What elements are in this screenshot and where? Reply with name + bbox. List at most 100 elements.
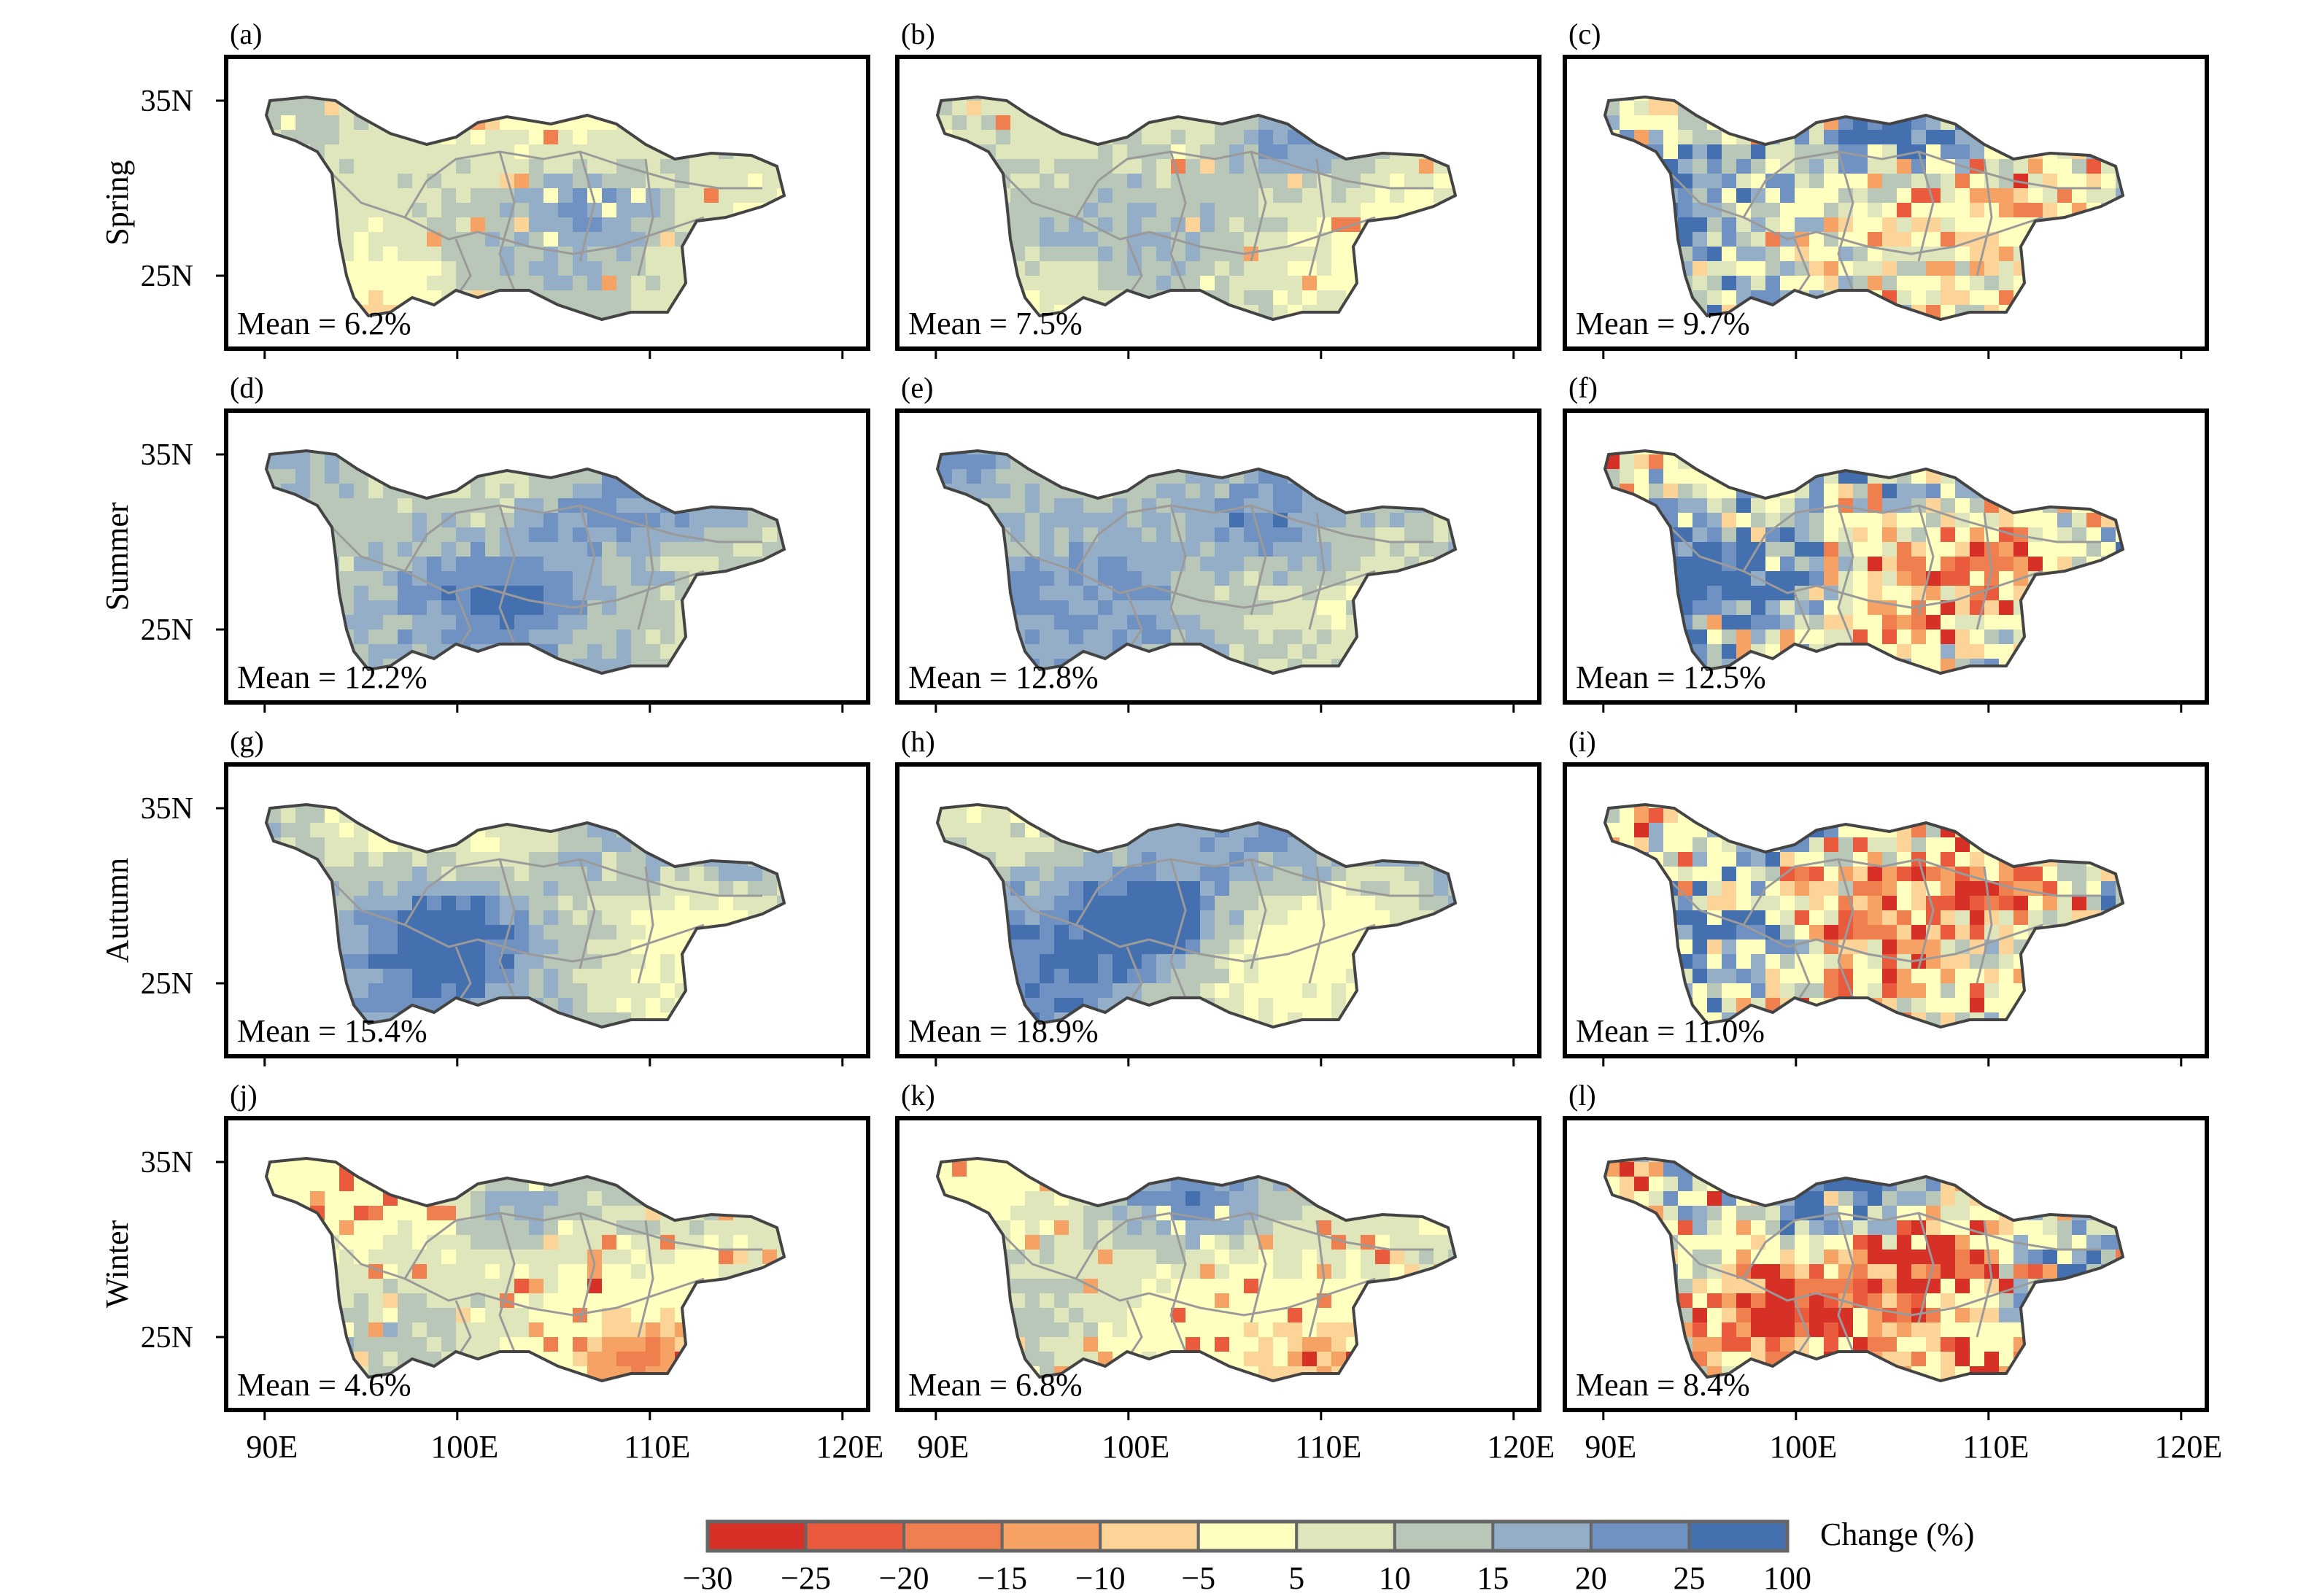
grid-cell	[354, 557, 369, 572]
grid-cell	[1127, 203, 1142, 218]
grid-cell	[689, 910, 705, 926]
grid-cell	[573, 557, 588, 572]
grid-cell	[587, 159, 603, 174]
grid-cell	[1331, 600, 1347, 616]
grid-cell	[1258, 513, 1274, 528]
grid-cell	[456, 217, 471, 233]
grid-cell	[325, 498, 340, 514]
grid-cell	[1054, 513, 1069, 528]
grid-cell	[441, 925, 457, 940]
grid-cell	[1156, 513, 1172, 528]
grid-cell	[587, 484, 603, 499]
grid-cell	[646, 615, 661, 630]
ticks	[216, 453, 844, 713]
grid-cell	[1244, 557, 1259, 572]
grid-cell	[1215, 513, 1230, 528]
panel-label: (d)	[230, 371, 264, 404]
grid-cell	[295, 101, 311, 116]
grid-cell	[558, 174, 573, 189]
grid-cell	[1200, 600, 1215, 616]
grid-cell	[1273, 630, 1288, 645]
panel-label: (e)	[901, 371, 933, 404]
grid-cell	[1838, 115, 1854, 131]
grid-cell	[485, 542, 500, 557]
grid-cell	[1010, 469, 1026, 484]
grid-cell	[368, 261, 384, 276]
grid-cell	[398, 159, 413, 174]
grid-cell	[1692, 571, 1708, 586]
grid-cell	[1999, 247, 2014, 262]
grid-cell	[1244, 600, 1259, 616]
grid-cell	[748, 881, 763, 896]
grid-cell	[1722, 232, 1737, 247]
grid-cell	[485, 276, 500, 291]
grid-cell	[2057, 542, 2073, 557]
grid-cell	[1083, 586, 1099, 601]
grid-cell	[1113, 188, 1128, 204]
grid-cell	[1897, 217, 1912, 233]
grid-cell	[1707, 188, 1722, 204]
grid-cell	[412, 852, 428, 867]
panels: (a)Mean = 6.2%(b)Mean = 7.5%(c)Mean = 9.…	[216, 18, 2209, 1420]
grid-cell	[514, 867, 530, 882]
grid-cell	[1838, 130, 1854, 145]
grid-cell	[1215, 542, 1230, 557]
grid-cell	[1098, 498, 1113, 514]
grid-cell	[339, 203, 355, 218]
grid-cell	[1127, 159, 1142, 174]
grid-cell	[339, 823, 355, 838]
grid-cell	[543, 174, 559, 189]
grid-cell	[2043, 527, 2058, 543]
grid-cell	[1649, 454, 1664, 470]
grid-cell	[1083, 261, 1099, 276]
grid-cell	[485, 896, 500, 911]
grid-cell	[1970, 527, 1985, 543]
grid-cell	[1083, 615, 1099, 630]
grid-cell	[602, 217, 617, 233]
grid-cell	[1229, 513, 1245, 528]
grid-cell	[1941, 498, 1956, 514]
grid-cell	[427, 925, 442, 940]
grid-cell	[660, 910, 676, 926]
grid-cell	[558, 144, 573, 160]
river-line	[1169, 151, 1187, 291]
panel-label: (a)	[230, 18, 262, 50]
river-line	[1169, 505, 1187, 645]
grid-cell	[456, 188, 471, 204]
grid-cell	[1156, 130, 1172, 145]
grid-cell	[1025, 527, 1040, 543]
grid-cell	[1244, 203, 1259, 218]
grid-cell	[1868, 600, 1883, 616]
grid-cell	[631, 542, 646, 557]
grid-cell	[1780, 144, 1795, 160]
grid-cell	[1824, 615, 1839, 630]
grid-cell	[646, 247, 661, 262]
grid-cell	[1780, 527, 1795, 543]
grid-cell	[1200, 513, 1215, 528]
grid-cell	[441, 527, 457, 543]
grid-cell	[1955, 615, 1970, 630]
grid-cell	[1288, 188, 1303, 204]
grid-cell	[1302, 644, 1318, 659]
grid-cell	[383, 159, 398, 174]
grid-cell	[1229, 527, 1245, 543]
grid-cell	[1970, 571, 1985, 586]
grid-cell	[558, 867, 573, 882]
grid-cell	[719, 557, 734, 572]
grid-cell	[441, 203, 457, 218]
grid-cell	[675, 188, 690, 204]
grid-cell	[485, 630, 500, 645]
grid-cell	[689, 542, 705, 557]
grid-cell	[1984, 203, 2000, 218]
river-line	[1250, 151, 1267, 262]
grid-cell	[1882, 542, 1897, 557]
grid-cell	[1054, 498, 1069, 514]
grid-cell	[1273, 174, 1288, 189]
grid-cell	[573, 203, 588, 218]
grid-cell	[1751, 600, 1766, 616]
grid-cell	[471, 571, 486, 586]
grid-cell	[398, 600, 413, 616]
grid-cell	[514, 881, 530, 896]
grid-cell	[1634, 97, 1649, 101]
grid-cell	[1025, 513, 1040, 528]
